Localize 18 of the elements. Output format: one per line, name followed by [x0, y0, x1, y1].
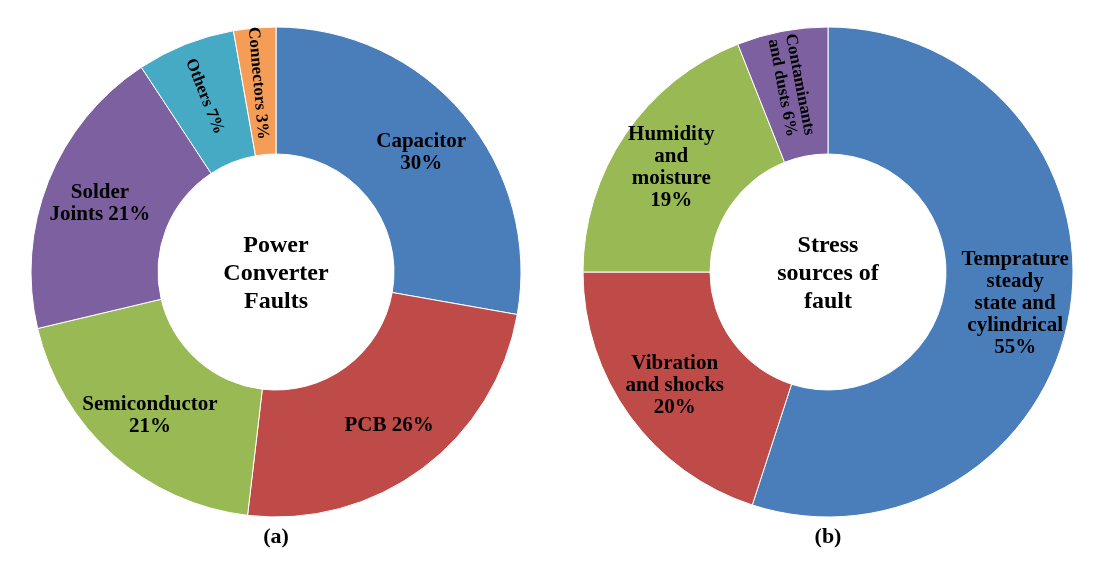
slice-label: Capacitor — [376, 127, 467, 152]
text: Stress sources of fault — [777, 231, 880, 313]
slice-label: Humidity and moisture — [628, 120, 715, 189]
slice-label: Contaminants and dusts 6% — [764, 31, 820, 139]
slice-label: Temprature steady state and cylindrical — [961, 245, 1069, 337]
slice-label: Solder Joints 21% — [49, 179, 151, 226]
text: (a) — [263, 523, 289, 548]
data-label: 20% — [653, 393, 696, 418]
data-label: 55% — [994, 334, 1037, 359]
slice-label: Vibration and shocks — [625, 349, 725, 396]
data-label: 19% — [650, 186, 693, 211]
slice-label: PCB 26% — [344, 412, 434, 437]
slice-label: Semiconductor — [82, 390, 218, 415]
slice-label: Connectors 3% — [244, 26, 274, 141]
slice-label: Others 7% — [182, 55, 230, 137]
text: Power Converter Faults — [223, 231, 329, 313]
data-label: 21% — [129, 412, 172, 437]
text: (b) — [814, 523, 842, 548]
